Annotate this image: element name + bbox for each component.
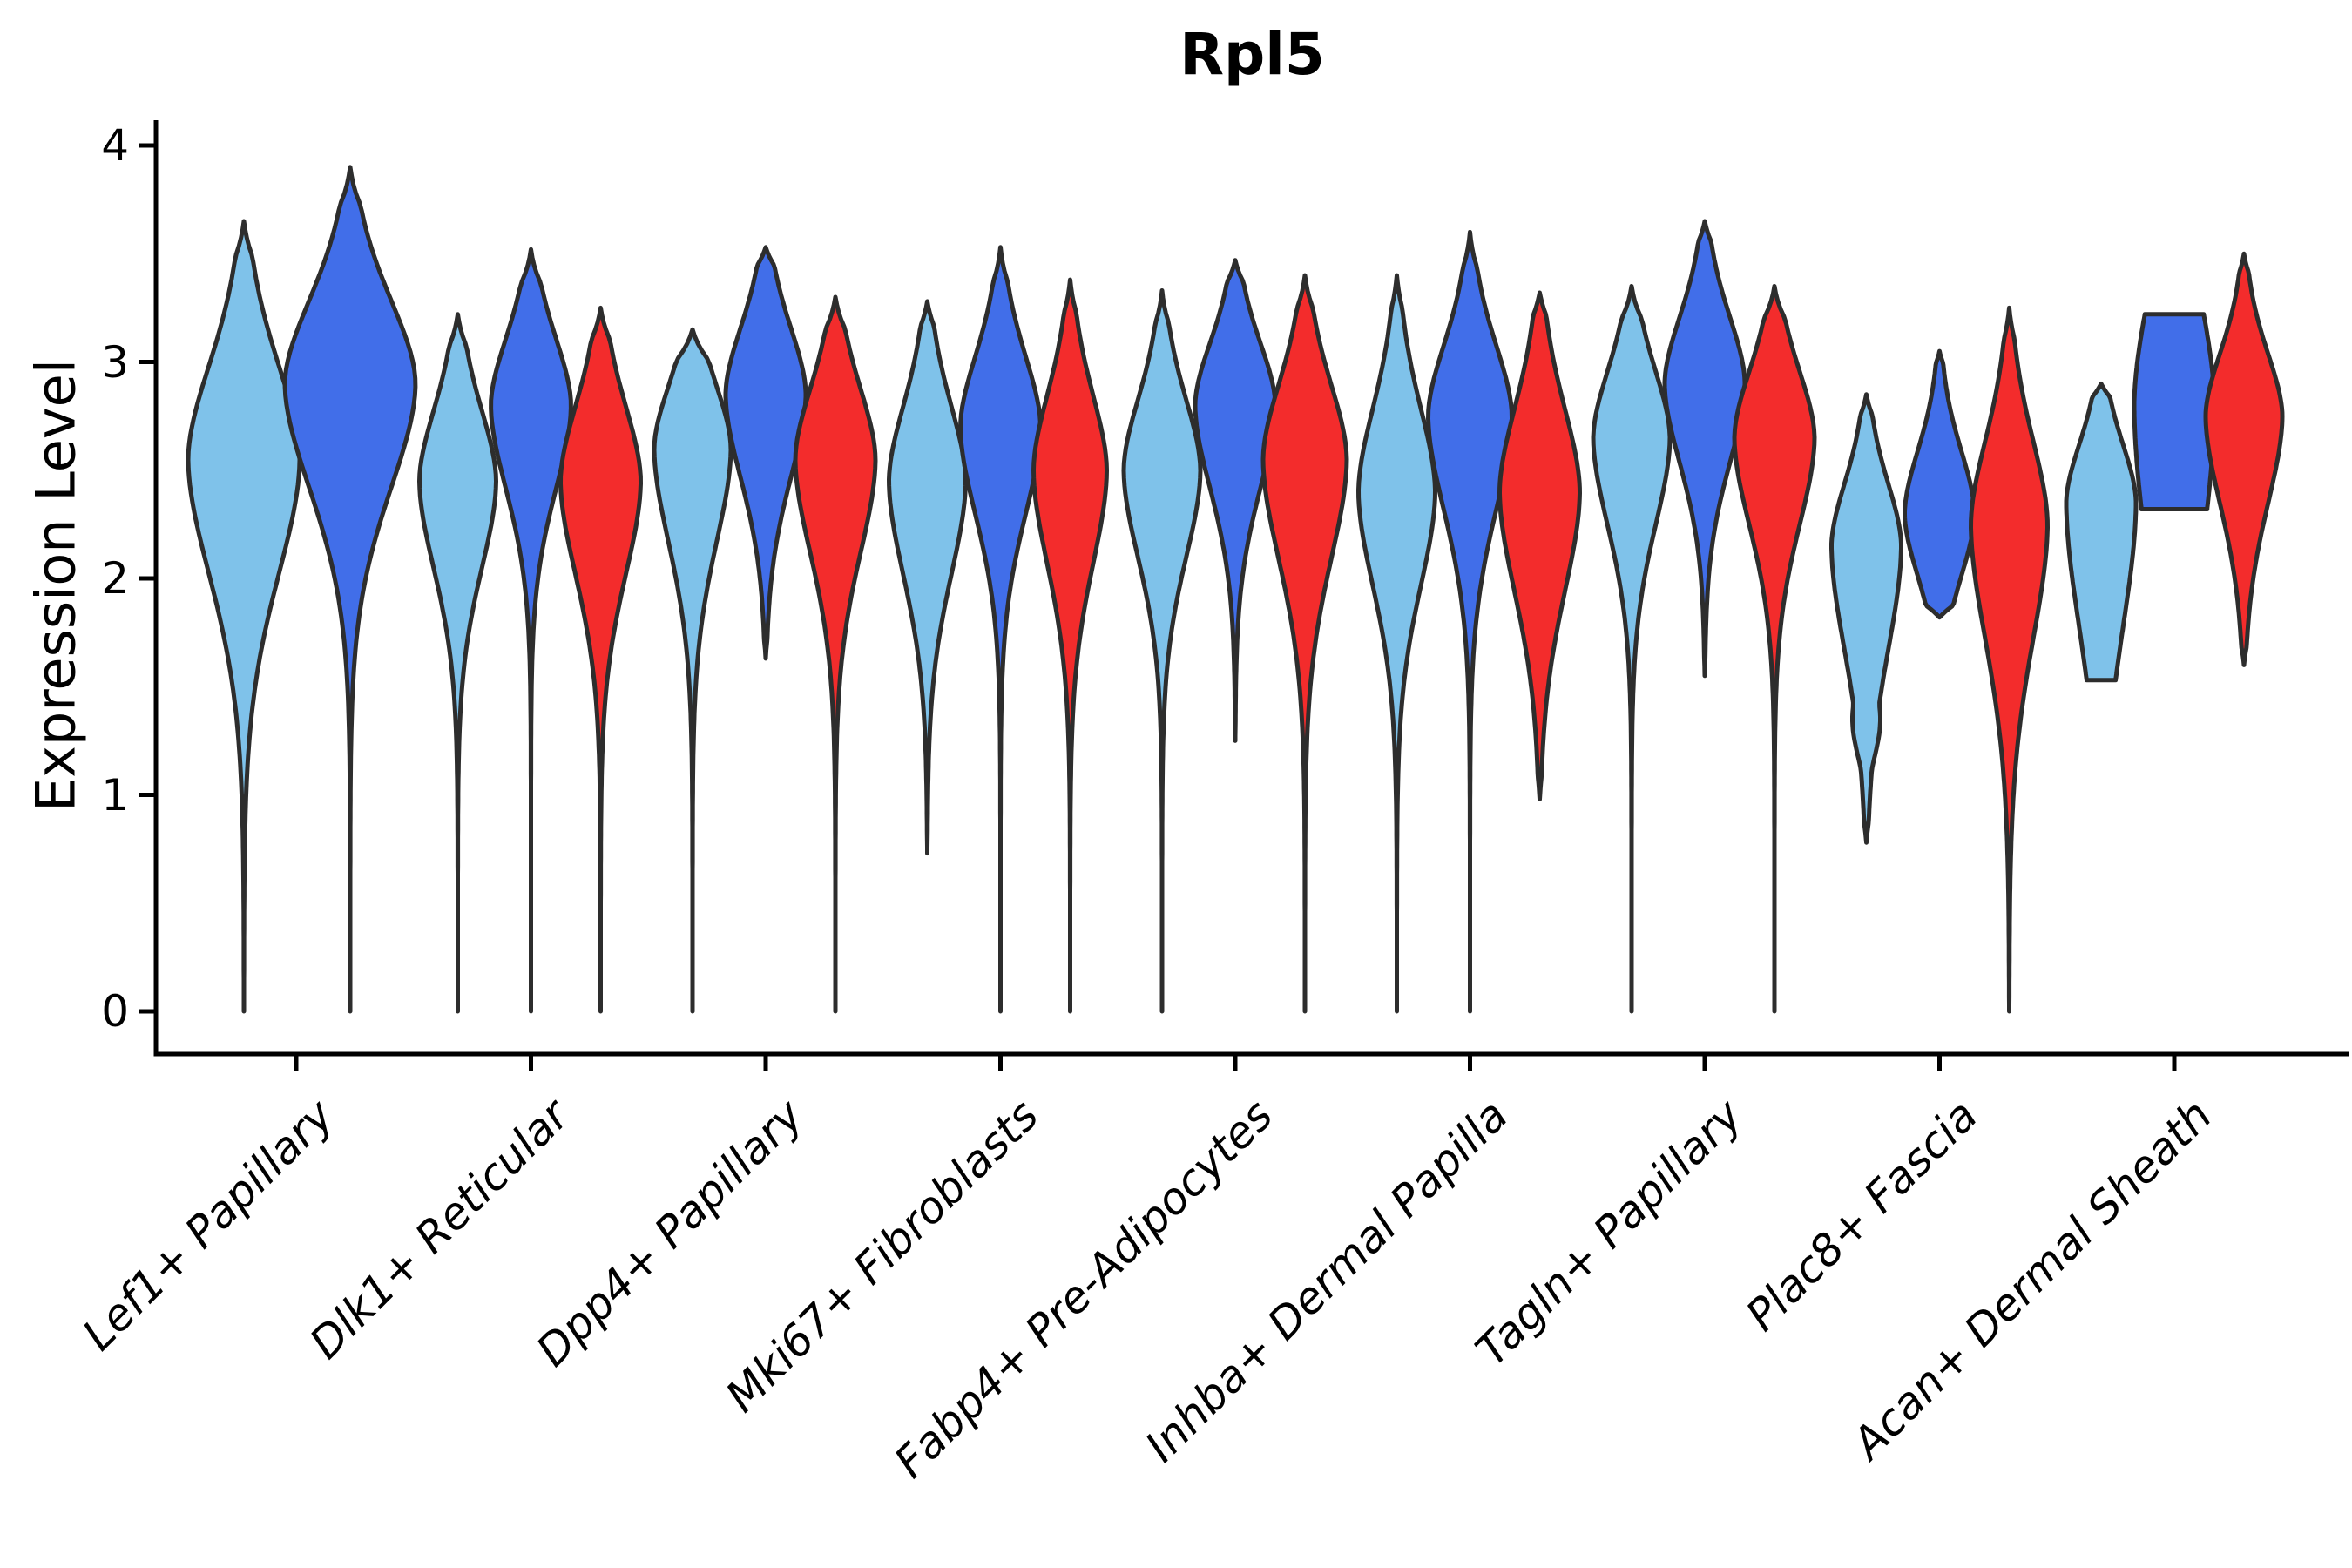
violin-light_blue-2	[652, 327, 733, 1014]
y-tick-label-2: 2	[101, 553, 129, 604]
violin-dark_blue-2	[723, 245, 808, 661]
violin-light_blue-8	[2064, 381, 2139, 683]
violin-dark_blue-8	[2132, 312, 2217, 511]
violin-red-5	[1497, 290, 1582, 801]
violin-light_blue-6	[1591, 284, 1673, 1014]
violin-red-6	[1732, 284, 1817, 1014]
violin-dark_blue-3	[958, 245, 1043, 1014]
violin-red-3	[1031, 277, 1109, 1014]
violin-dark_blue-1	[489, 247, 573, 1014]
violin-dark_blue-4	[1193, 258, 1278, 743]
violin-light_blue-3	[887, 299, 968, 856]
violin-dark_blue-6	[1662, 219, 1747, 679]
violin-dark_blue-7	[1903, 348, 1977, 620]
violin-dark_blue-5	[1426, 229, 1514, 1014]
violin-light_blue-0	[186, 219, 302, 1014]
chart-title: Rpl5	[1179, 21, 1325, 88]
violin-red-8	[2203, 251, 2285, 667]
y-tick-label-4: 4	[101, 120, 129, 171]
violin-light_blue-7	[1829, 392, 1903, 845]
y-tick-label-1: 1	[101, 769, 129, 821]
violin-red-7	[1969, 305, 2050, 1014]
y-tick-label-0: 0	[101, 986, 129, 1037]
violin-dark_blue-0	[282, 165, 418, 1014]
violin-red-4	[1260, 273, 1349, 1014]
y-tick-label-3: 3	[101, 336, 129, 388]
violin-red-1	[558, 305, 643, 1014]
violin-red-2	[793, 294, 878, 1014]
violin-light_blue-5	[1356, 273, 1437, 1014]
violin-light_blue-4	[1121, 288, 1203, 1014]
violin-light_blue-1	[417, 312, 498, 1014]
